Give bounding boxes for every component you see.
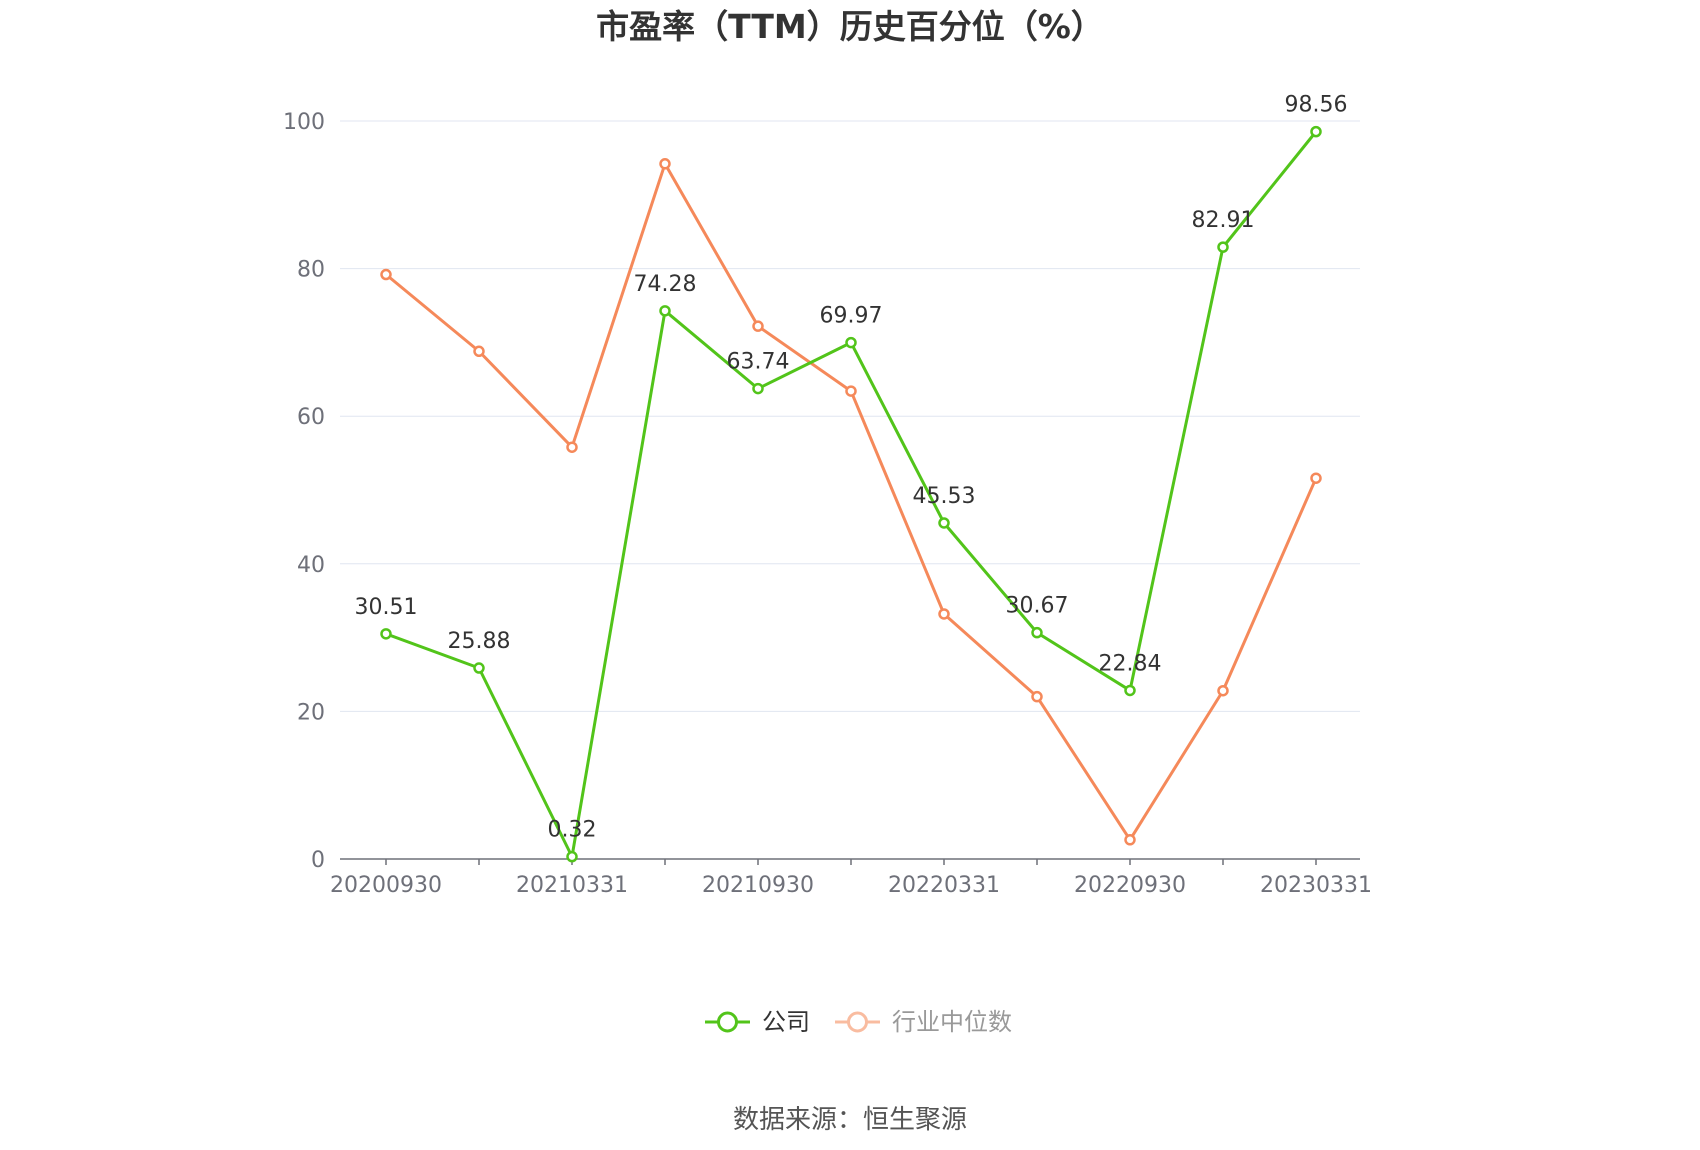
legend-marker xyxy=(717,1011,738,1033)
x-tick-label: 20220331 xyxy=(888,873,1000,898)
legend-item-label[interactable]: 行业中位数 xyxy=(892,1008,1012,1036)
data-point[interactable] xyxy=(845,336,857,349)
data-point[interactable] xyxy=(566,850,578,863)
data-point[interactable] xyxy=(938,517,950,529)
data-label: 69.97 xyxy=(820,304,883,329)
axes: 0 20 40 60 80 100 20200930 20210331 20210930 2022… xyxy=(283,110,1372,898)
x-tick-label: 20220930 xyxy=(1074,873,1186,898)
legend-item-label[interactable]: 公司 xyxy=(762,1008,810,1036)
data-point[interactable] xyxy=(845,385,857,397)
chart-title: 市盈率（TTM）历史百分位（%） xyxy=(596,7,1104,46)
data-point[interactable] xyxy=(752,382,764,395)
data-labels: 30.51 25.88 0.32 74.28 63.74 69.97 45.53 30.67 2… xyxy=(355,93,1348,843)
data-point[interactable] xyxy=(1310,472,1322,484)
y-tick-label: 20 xyxy=(297,700,325,725)
data-point[interactable] xyxy=(1217,241,1229,253)
x-tick-label: 20230331 xyxy=(1260,873,1372,898)
data-label: 25.88 xyxy=(448,629,511,654)
data-point[interactable] xyxy=(1031,690,1043,703)
data-point[interactable] xyxy=(473,345,485,358)
data-label: 63.74 xyxy=(727,350,790,375)
data-point[interactable] xyxy=(566,441,578,453)
series-line-1 xyxy=(385,162,1318,842)
legend[interactable]: 公司 行业中位数 xyxy=(705,1008,1012,1036)
series xyxy=(380,125,1322,863)
data-label: 0.32 xyxy=(548,818,597,843)
y-tick-label: 80 xyxy=(297,258,325,283)
data-label: 82.91 xyxy=(1192,208,1255,233)
data-point[interactable] xyxy=(938,608,950,620)
x-tick-label: 20210930 xyxy=(702,873,814,898)
data-label: 98.56 xyxy=(1285,93,1348,118)
legend-marker xyxy=(847,1011,868,1033)
data-label: 45.53 xyxy=(913,484,976,509)
data-label: 30.51 xyxy=(355,595,418,620)
data-point[interactable] xyxy=(380,628,392,640)
source-note: 数据来源：恒生聚源 xyxy=(733,1105,967,1135)
y-tick-label: 60 xyxy=(297,405,325,430)
data-point[interactable] xyxy=(1124,834,1136,846)
y-tick-label: 40 xyxy=(297,553,325,578)
data-point[interactable] xyxy=(473,662,485,674)
data-label: 74.28 xyxy=(634,272,697,297)
series-line-0 xyxy=(385,130,1318,859)
data-point[interactable] xyxy=(1217,684,1229,697)
grid xyxy=(340,120,1360,712)
data-point[interactable] xyxy=(380,268,392,281)
x-tick-label: 20200930 xyxy=(330,873,442,898)
data-point[interactable] xyxy=(659,305,671,317)
data-point[interactable] xyxy=(752,320,764,332)
data-point[interactable] xyxy=(1310,125,1322,138)
data-point[interactable] xyxy=(1031,626,1043,639)
y-tick-label: 100 xyxy=(283,110,325,135)
y-tick-label: 0 xyxy=(311,848,325,873)
data-point[interactable] xyxy=(1124,684,1136,697)
data-label: 22.84 xyxy=(1099,651,1162,676)
data-point[interactable] xyxy=(659,158,671,170)
data-label: 30.67 xyxy=(1006,594,1069,619)
x-tick-label: 20210331 xyxy=(516,873,628,898)
